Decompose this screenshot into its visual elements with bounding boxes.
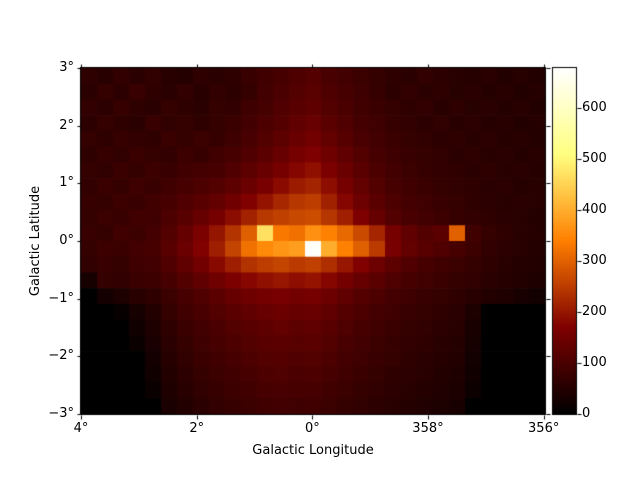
x-axis-label: Galactic Longitude <box>252 443 374 458</box>
x-tick-label: 4° <box>73 421 89 436</box>
x-tick-label: 0° <box>304 421 320 436</box>
y-tick-label: −1° <box>48 290 74 306</box>
x-tick-label: 2° <box>189 421 205 436</box>
colorbar-tick-label: 100 <box>582 354 607 370</box>
y-tick-label: 0° <box>59 233 74 248</box>
x-tick-label: 356° <box>528 421 560 436</box>
colorbar-tick-label: 600 <box>582 99 607 115</box>
y-tick-label: −3° <box>48 406 74 421</box>
colorbar-tick-label: 0 <box>582 406 591 421</box>
colorbar-tick-label: 300 <box>582 252 607 268</box>
y-tick-label: 1° <box>59 175 74 191</box>
y-tick-label: −2° <box>48 348 74 364</box>
y-tick-label: 3° <box>59 60 74 75</box>
colorbar-tick-label: 200 <box>582 303 607 319</box>
colorbar-tick-label: 500 <box>582 150 607 166</box>
colorbar-tick-label: 400 <box>582 201 607 217</box>
x-tick-label: 358° <box>412 421 444 436</box>
y-tick-label: 2° <box>59 117 74 133</box>
